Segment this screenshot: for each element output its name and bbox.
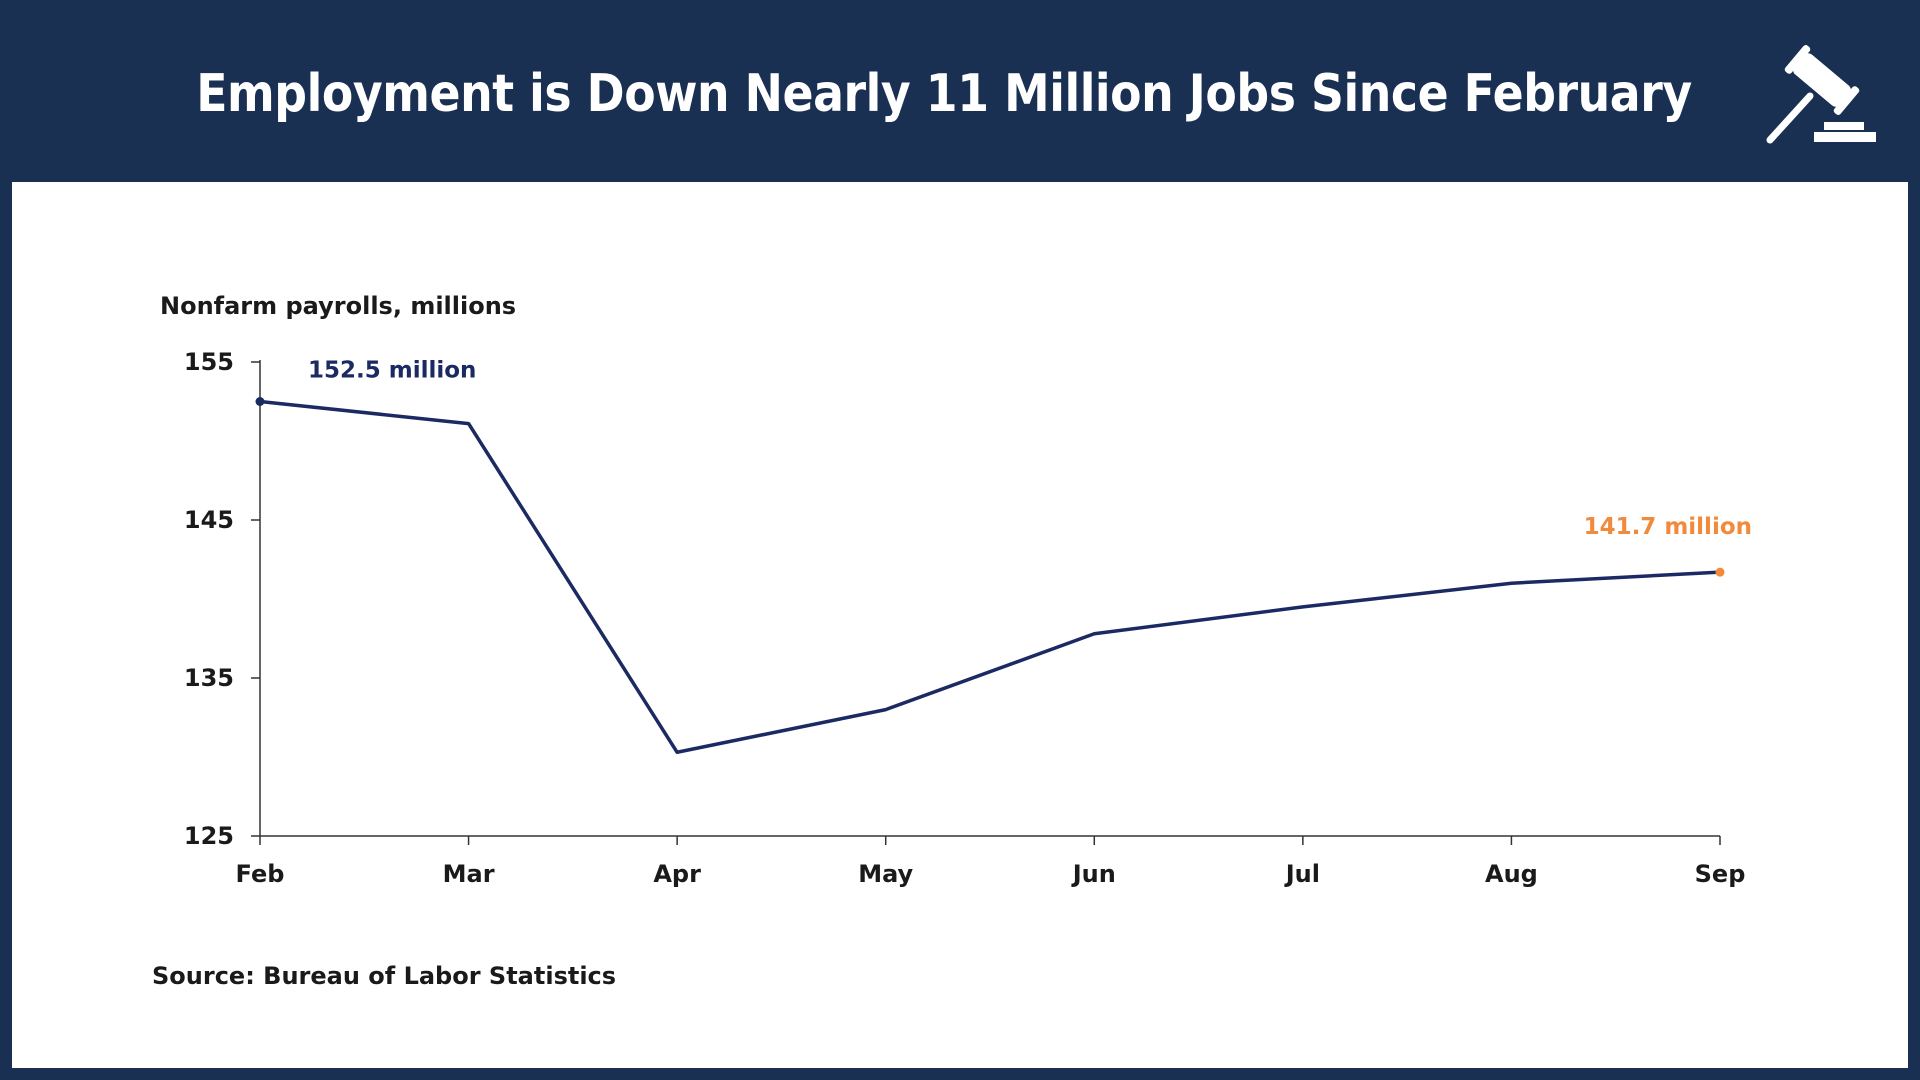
data-point-marker — [255, 397, 265, 406]
y-tick-label: 135 — [184, 664, 234, 692]
series-line — [258, 399, 1722, 755]
x-tick-label: Feb — [236, 860, 285, 888]
source-note: Source: Bureau of Labor Statistics — [152, 962, 616, 990]
data-label: 152.5 million — [308, 358, 476, 384]
chart-panel: Nonfarm payrolls, millions 155 145 135 125 … — [12, 182, 1908, 1068]
y-tick-label: 145 — [184, 506, 234, 534]
x-tick-label: Apr — [653, 860, 701, 888]
data-label: 141.7 million — [1584, 514, 1752, 540]
employment-line-chart: Nonfarm payrolls, millions 155145135125 … — [152, 292, 1752, 990]
x-tick-label: Jul — [1284, 860, 1320, 888]
x-tick-label: May — [858, 860, 913, 888]
y-tick-label: 125 — [184, 822, 234, 850]
y-tick-label: 155 — [184, 348, 234, 376]
header-bar: Employment is Down Nearly 11 Million Job… — [0, 0, 1920, 182]
data-point-marker — [1715, 567, 1725, 577]
page-title: Employment is Down Nearly 11 Million Job… — [196, 64, 1692, 124]
x-tick-label: Jun — [1071, 860, 1116, 888]
x-tick-label: Sep — [1695, 860, 1746, 888]
x-tick-label: Aug — [1485, 860, 1538, 888]
y-axis-label: Nonfarm payrolls, millions — [160, 292, 516, 320]
x-tick-label: Mar — [443, 860, 495, 888]
gavel-icon — [1766, 45, 1876, 144]
